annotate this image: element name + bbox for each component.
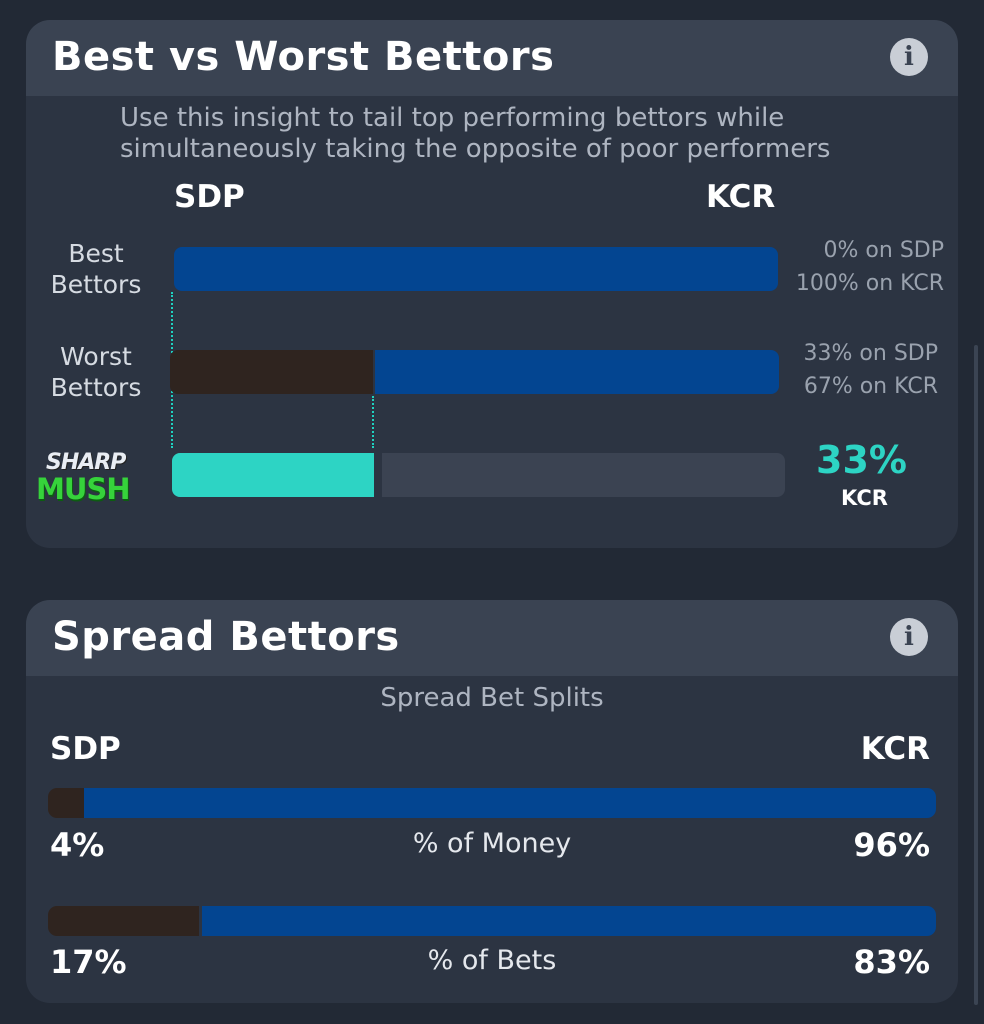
bets-label: % of Bets	[427, 945, 557, 976]
logo-text-bottom: MUSH	[36, 472, 131, 506]
bar-segment-kcr	[374, 350, 779, 394]
money-label: % of Money	[412, 828, 572, 859]
card-title: Spread Bettors	[52, 614, 400, 660]
description-line-2: simultaneously taking the opposite of po…	[120, 134, 831, 164]
bets-bar	[48, 906, 936, 936]
info-icon[interactable]: i	[890, 618, 928, 656]
card-header: Spread Bettors i	[26, 600, 958, 676]
bar-segment-kcr	[174, 247, 778, 291]
row-label-line: Worst	[60, 342, 132, 371]
team-right: KCR	[706, 179, 776, 215]
connector-line	[372, 396, 374, 448]
pct-sdp: 33% on SDP	[803, 341, 938, 366]
logo-text-top: SHARP	[46, 450, 126, 475]
sharp-mush-logo: SHARP MUSH	[34, 450, 154, 508]
row-label-line: Bettors	[50, 270, 142, 299]
bar-segment-sdp	[48, 906, 199, 936]
bets-sdp-pct: 17%	[50, 943, 127, 981]
bar-segment-kcr	[201, 906, 936, 936]
sharp-mush-divider	[374, 453, 383, 497]
money-kcr-pct: 96%	[853, 826, 930, 864]
sharp-mush-fill	[172, 453, 375, 497]
worst-bettors-pcts: 33% on SDP 67% on KCR	[760, 337, 938, 403]
pct-sdp: 0% on SDP	[823, 238, 944, 263]
pct-kcr: 67% on KCR	[803, 374, 938, 399]
team-right: KCR	[860, 731, 930, 767]
info-icon[interactable]: i	[890, 38, 928, 76]
row-label-line: Bettors	[50, 373, 142, 402]
bar-segment-kcr	[83, 788, 936, 818]
team-left: SDP	[50, 731, 121, 767]
row-label-worst: Worst Bettors	[36, 341, 156, 403]
sharp-mush-team: KCR	[841, 486, 888, 510]
bets-kcr-pct: 83%	[853, 943, 930, 981]
row-label-line: Best	[68, 239, 124, 268]
description-line-1: Use this insight to tail top performing …	[120, 103, 785, 133]
spread-card: Spread Bettors i Spread Bet Splits SDP K…	[26, 600, 958, 1003]
team-left: SDP	[174, 179, 245, 215]
bar-segment-sdp	[48, 788, 84, 818]
money-sdp-pct: 4%	[50, 826, 105, 864]
spread-subtitle: Spread Bet Splits	[380, 683, 604, 713]
money-bar	[48, 788, 936, 818]
sharp-mush-bar	[172, 453, 785, 497]
worst-bettors-bar	[170, 350, 779, 394]
card-header: Best vs Worst Bettors i	[26, 20, 958, 96]
best-bettors-bar	[174, 247, 778, 291]
bar-segment-sdp	[170, 350, 373, 394]
scrollbar[interactable]	[974, 345, 978, 1005]
sharp-mush-value: 33%	[816, 438, 907, 482]
best-bettors-pcts: 0% on SDP 100% on KCR	[766, 234, 944, 300]
best-worst-card: Best vs Worst Bettors i Use this insight…	[26, 20, 958, 548]
row-label-best: Best Bettors	[36, 238, 156, 300]
card-title: Best vs Worst Bettors	[52, 34, 555, 80]
pct-kcr: 100% on KCR	[795, 271, 944, 296]
